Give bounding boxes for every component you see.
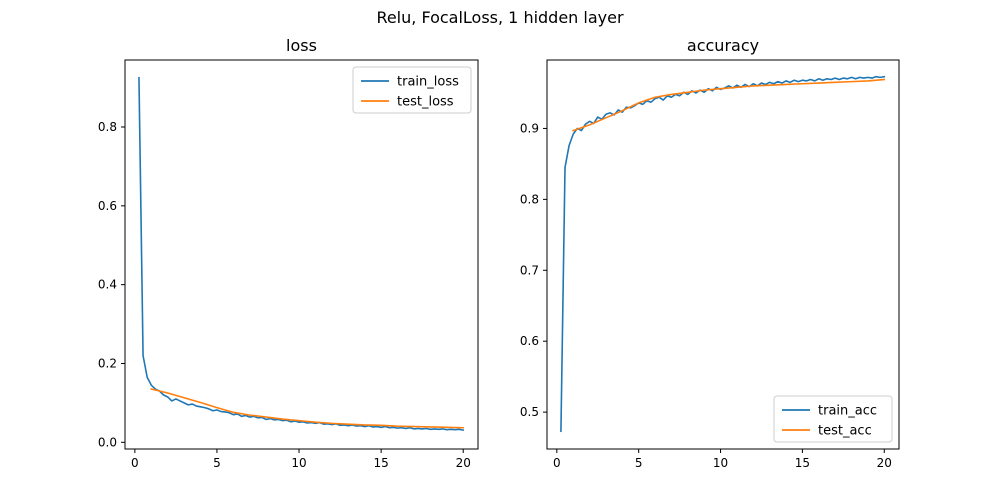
loss-ytick-label: 0.6 (98, 199, 117, 213)
loss-xtick-label: 10 (291, 456, 306, 470)
train-loss-line (138, 76, 465, 432)
accuracy-axes-ticks: 0 5 10 15 20 0.5 0.6 0.7 0.8 0.9 (520, 121, 892, 470)
loss-xtick-label: 20 (456, 456, 471, 470)
accuracy-xtick-label: 5 (635, 456, 643, 470)
loss-axes-title: loss (286, 36, 317, 55)
test-loss-legend-label: test_loss (397, 95, 454, 110)
accuracy-ytick-label: 0.7 (520, 263, 539, 277)
accuracy-ytick-label: 0.8 (520, 192, 539, 206)
loss-axes-ticks: 0 5 10 15 20 0.0 0.2 0.4 0.6 0.8 (98, 120, 471, 470)
accuracy-axes-title: accuracy (687, 36, 759, 55)
test-acc-legend-label: test_acc (818, 424, 872, 439)
accuracy-ytick-label: 0.9 (520, 121, 539, 135)
loss-axes: loss 0 5 10 15 200.00.20.40.60.8 train_losst… (98, 36, 479, 470)
loss-ytick-label: 0.4 (98, 278, 117, 292)
accuracy-axes: accuracy 0 5 10 15 20 0.5 0.6 0.7 0.8 0.9 train_a… (520, 36, 900, 470)
train-acc-legend-label: train_acc (818, 404, 877, 419)
loss-ytick-label: 0.2 (98, 356, 117, 370)
accuracy-ytick-label: 0.5 (520, 405, 539, 419)
accuracy-xtick-label: 15 (795, 456, 810, 470)
loss-axes-frame (124, 59, 479, 450)
accuracy-xtick-label: 20 (877, 456, 892, 470)
accuracy-plot-area (560, 75, 886, 433)
loss-xtick-label: 5 (213, 456, 221, 470)
loss-xtick-label: 15 (373, 456, 388, 470)
train-loss-legend-label: train_loss (397, 75, 459, 90)
loss-legend: train_loss test_loss (352, 66, 472, 114)
accuracy-axes-frame (546, 59, 900, 450)
test-acc-line (572, 78, 886, 132)
accuracy-xtick-label: 10 (713, 456, 728, 470)
loss-xtick-label: 0 (131, 456, 139, 470)
loss-ytick-label: 0.8 (98, 120, 117, 134)
accuracy-legend: train_acc test_acc (773, 395, 893, 443)
accuracy-ytick-label: 0.6 (520, 334, 539, 348)
accuracy-xtick-label: 0 (553, 456, 561, 470)
loss-ytick-label: 0.0 (98, 435, 117, 449)
test-loss-line (150, 388, 465, 429)
figure-suptitle: Relu, FocalLoss, 1 hidden layer (376, 8, 624, 27)
loss-plot-area (138, 76, 465, 432)
